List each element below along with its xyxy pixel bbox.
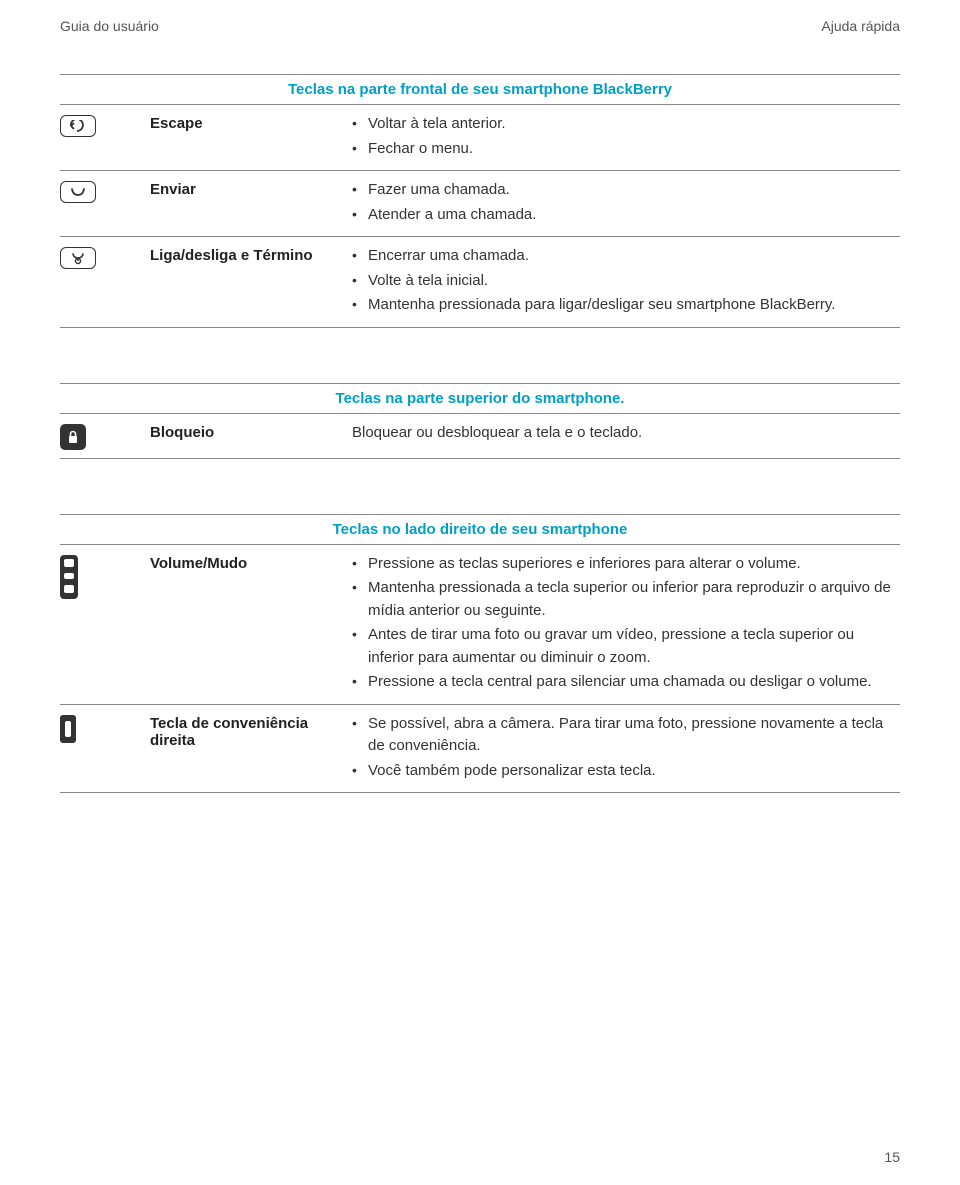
row-convenience: Tecla de conveniência direita Se possíve… bbox=[60, 705, 900, 794]
power-desc: Encerrar uma chamada. Volte à tela inici… bbox=[350, 245, 900, 319]
page-header: Guia do usuário Ajuda rápida bbox=[0, 0, 960, 34]
conv-desc: Se possível, abra a câmera. Para tirar u… bbox=[350, 713, 900, 785]
volume-key-icon bbox=[60, 555, 78, 599]
enviar-desc: Fazer uma chamada. Atender a uma chamada… bbox=[350, 179, 900, 228]
bloqueio-label: Bloqueio bbox=[150, 422, 350, 441]
volume-icon-cell bbox=[60, 553, 150, 599]
power-item-2: Mantenha pressionada para ligar/desligar… bbox=[368, 294, 900, 317]
lock-key-icon bbox=[60, 424, 86, 450]
content-area: Teclas na parte frontal de seu smartphon… bbox=[0, 34, 960, 793]
enviar-label: Enviar bbox=[150, 179, 350, 198]
enviar-item-0: Fazer uma chamada. bbox=[368, 179, 900, 202]
power-label: Liga/desliga e Término bbox=[150, 245, 350, 264]
page-number: 15 bbox=[884, 1149, 900, 1165]
power-key-icon bbox=[60, 247, 96, 269]
header-left: Guia do usuário bbox=[60, 18, 159, 34]
volume-item-0: Pressione as teclas superiores e inferio… bbox=[368, 553, 900, 576]
escape-item-0: Voltar à tela anterior. bbox=[368, 113, 900, 136]
row-bloqueio: Bloqueio Bloquear ou desbloquear a tela … bbox=[60, 414, 900, 459]
section2-title: Teclas na parte superior do smartphone. bbox=[60, 383, 900, 414]
power-item-0: Encerrar uma chamada. bbox=[368, 245, 900, 268]
escape-icon-cell bbox=[60, 113, 150, 137]
row-enviar: Enviar Fazer uma chamada. Atender a uma … bbox=[60, 171, 900, 237]
volume-item-1: Mantenha pressionada a tecla superior ou… bbox=[368, 577, 900, 622]
lock-icon-cell bbox=[60, 422, 150, 450]
escape-item-1: Fechar o menu. bbox=[368, 138, 900, 161]
send-key-icon bbox=[60, 181, 96, 203]
power-icon-cell bbox=[60, 245, 150, 269]
volume-item-3: Pressione a tecla central para silenciar… bbox=[368, 671, 900, 694]
section1-title: Teclas na parte frontal de seu smartphon… bbox=[60, 74, 900, 105]
row-volume: Volume/Mudo Pressione as teclas superior… bbox=[60, 545, 900, 705]
conv-item-1: Você também pode personalizar esta tecla… bbox=[368, 760, 900, 783]
escape-desc: Voltar à tela anterior. Fechar o menu. bbox=[350, 113, 900, 162]
convenience-key-icon bbox=[60, 715, 76, 743]
volume-label: Volume/Mudo bbox=[150, 553, 350, 572]
power-item-1: Volte à tela inicial. bbox=[368, 270, 900, 293]
enviar-item-1: Atender a uma chamada. bbox=[368, 204, 900, 227]
conv-icon-cell bbox=[60, 713, 150, 743]
row-power: Liga/desliga e Término Encerrar uma cham… bbox=[60, 237, 900, 328]
section3-title: Teclas no lado direito de seu smartphone bbox=[60, 514, 900, 545]
conv-item-0: Se possível, abra a câmera. Para tirar u… bbox=[368, 713, 900, 758]
volume-desc: Pressione as teclas superiores e inferio… bbox=[350, 553, 900, 696]
row-escape: Escape Voltar à tela anterior. Fechar o … bbox=[60, 105, 900, 171]
bloqueio-desc: Bloquear ou desbloquear a tela e o tecla… bbox=[350, 422, 900, 445]
volume-item-2: Antes de tirar uma foto ou gravar um víd… bbox=[368, 624, 900, 669]
enviar-icon-cell bbox=[60, 179, 150, 203]
header-right: Ajuda rápida bbox=[821, 18, 900, 34]
conv-label: Tecla de conveniência direita bbox=[150, 713, 350, 749]
escape-key-icon bbox=[60, 115, 96, 137]
escape-label: Escape bbox=[150, 113, 350, 132]
